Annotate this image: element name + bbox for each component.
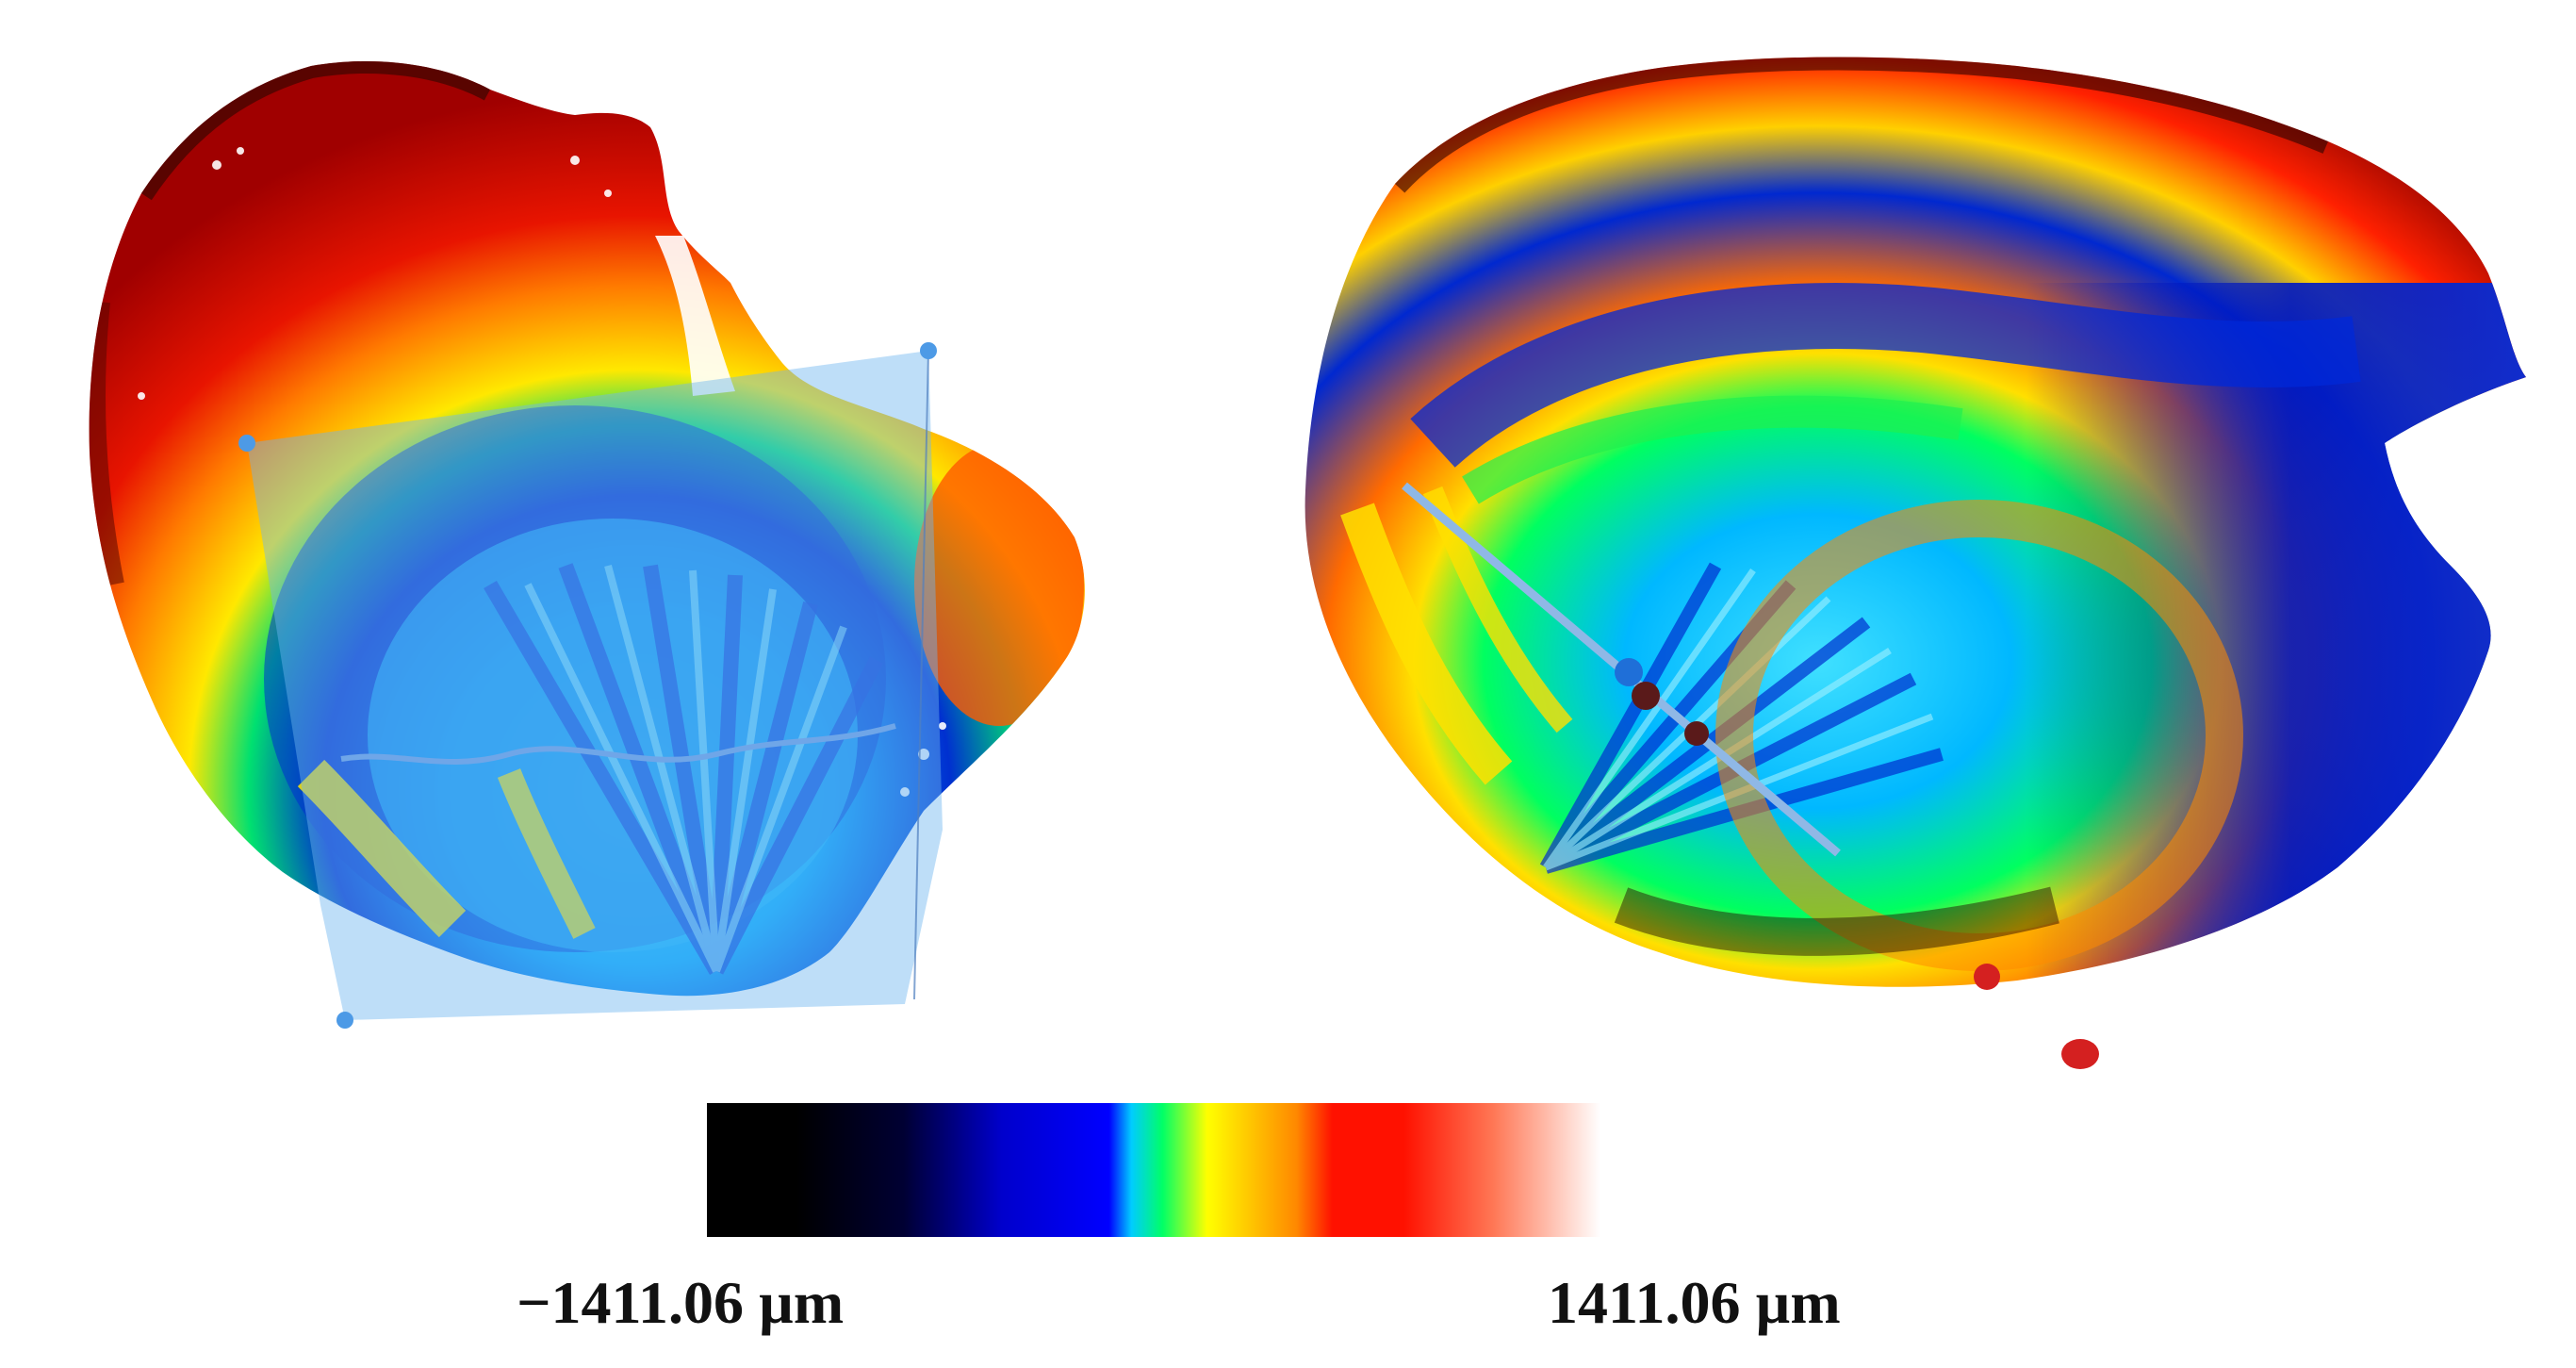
- section-marker-3: [1684, 721, 1709, 746]
- red-marker-2: [2061, 1039, 2099, 1069]
- left-fracture-surface: [89, 60, 1085, 997]
- selection-handle-bottom-left: [336, 1012, 353, 1029]
- section-line-group: [1402, 482, 1841, 857]
- section-marker-2: [1632, 682, 1660, 710]
- selection-guide-line: [913, 350, 929, 1000]
- selection-region: [238, 342, 943, 1029]
- colorbar-min-label: −1411.06 µm: [517, 1269, 845, 1336]
- selection-handle-top-right: [920, 342, 937, 359]
- colorbar: [707, 1103, 1600, 1237]
- red-marker-1: [1974, 964, 2000, 990]
- right-fracture-surface: [1304, 57, 2526, 987]
- selection-cut-line: [340, 723, 896, 765]
- selection-polygon: [247, 351, 943, 1020]
- selection-handle-top-left: [238, 435, 255, 452]
- colorbar-max-label: 1411.06 µm: [1548, 1269, 1841, 1336]
- section-marker-1: [1615, 658, 1643, 686]
- left-surface-notch: [655, 236, 735, 396]
